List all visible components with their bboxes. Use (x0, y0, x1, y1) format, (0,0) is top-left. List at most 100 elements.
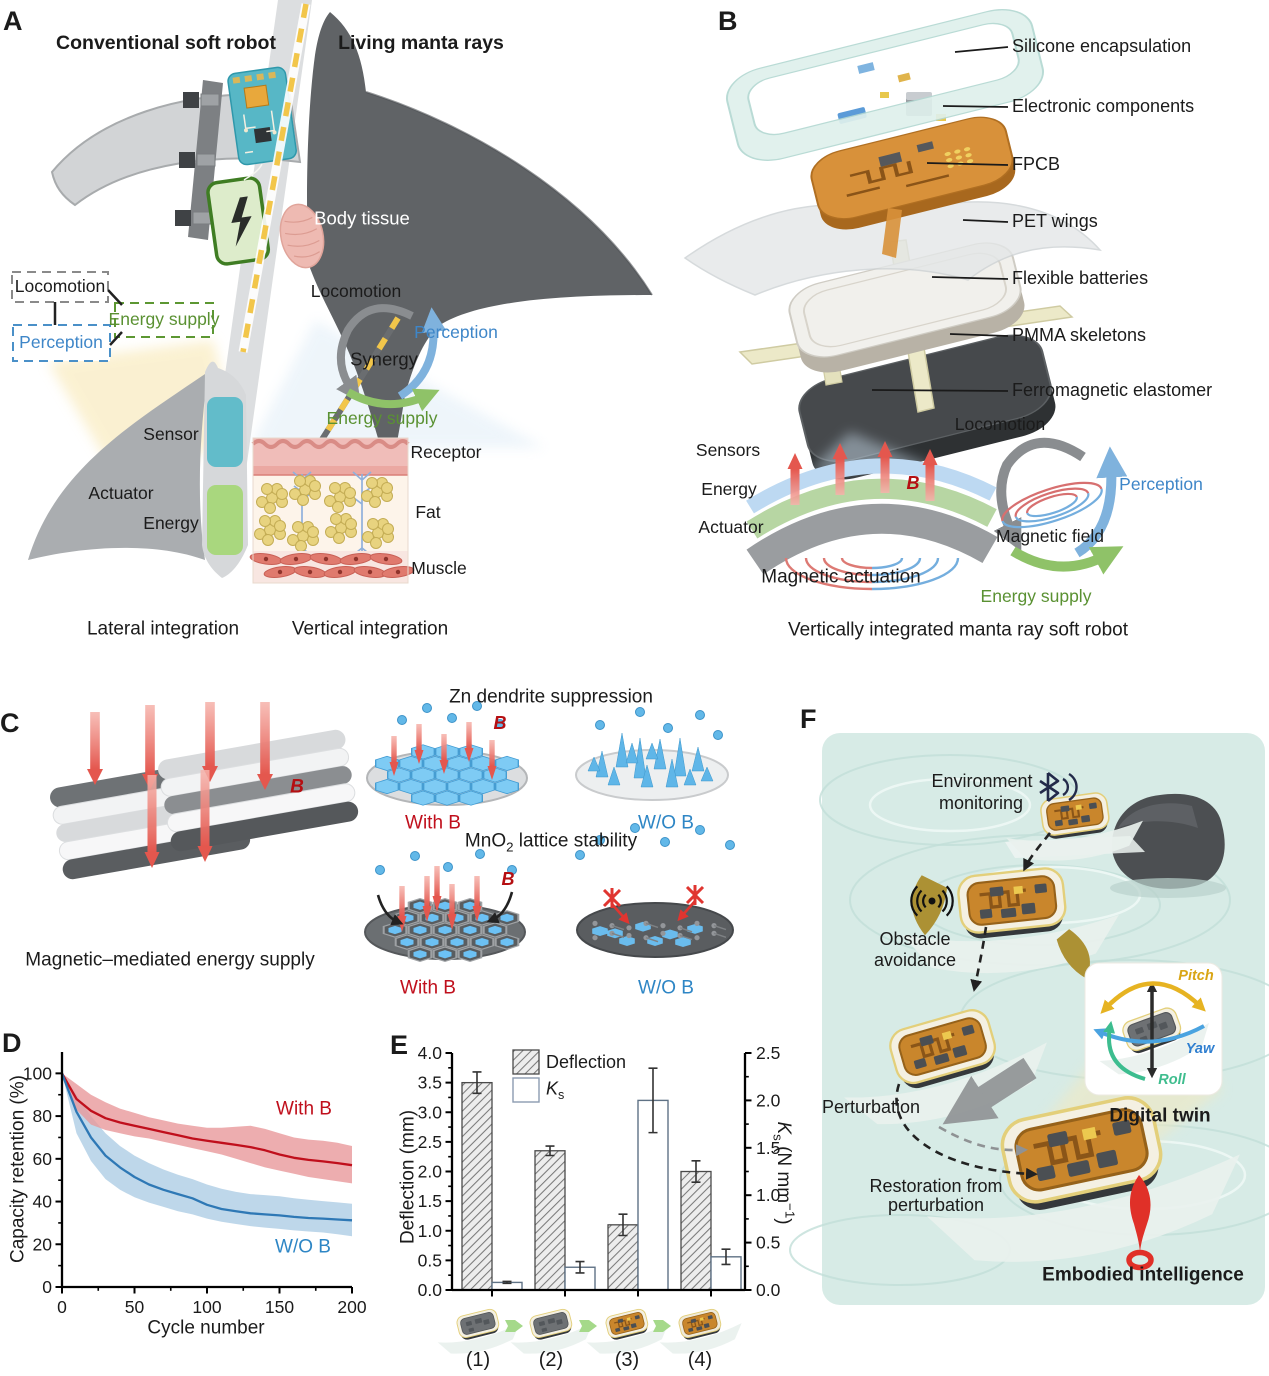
e-right-k: K (773, 1121, 795, 1135)
perception-box-label: Perception (19, 332, 103, 353)
roll-label: Roll (1158, 1071, 1186, 1088)
body-tissue-label: Body tissue (314, 207, 410, 229)
wo-b-label-zn: W/O B (638, 812, 694, 834)
panel-d-letter: D (2, 1028, 22, 1058)
embodied-intelligence-label: Embodied intelligence (1042, 1264, 1244, 1286)
restoration-line1: Restoration from (869, 1175, 1003, 1196)
pitch-label: Pitch (1178, 967, 1214, 984)
wo-b-label-mno2: W/O B (638, 977, 694, 999)
d-series-wo-b: W/O B (275, 1236, 331, 1258)
layer-label-pmma-skeletons: PMMA skeletons (1012, 325, 1147, 346)
panel-a-title-right: Living manta rays (338, 32, 504, 55)
stack-energy-label: Energy (701, 479, 757, 500)
magnetic-actuation-caption: Magnetic actuation (761, 566, 921, 588)
with-b-label-mno2: With B (400, 977, 456, 999)
panel-c-caption: Magnetic–mediated energy supply (25, 949, 315, 971)
e-right-post: ) (773, 1218, 795, 1225)
e-right-pre: (N mm (773, 1140, 795, 1204)
mno2-subscript: 2 (506, 839, 514, 855)
e-legend-deflection: Deflection (546, 1052, 627, 1073)
cycle-a-synergy: Synergy (350, 348, 418, 370)
e-right-ylabel: Ks (N mm−1) (769, 1121, 797, 1225)
stack-sensors-label: Sensors (695, 440, 761, 461)
yaw-label: Yaw (1185, 1040, 1215, 1057)
stack-actuator-label: Actuator (698, 517, 764, 538)
svg-text:0.5: 0.5 (418, 1250, 442, 1270)
layer-label-silicone: Silicone encapsulation (1012, 36, 1192, 57)
env-monitoring-line2: monitoring (938, 792, 1024, 813)
svg-text:1.0: 1.0 (756, 1185, 781, 1205)
e-legend-k-sub: s (558, 1087, 565, 1102)
perturbation-label: Perturbation (821, 1096, 921, 1117)
with-b-label-zn: With B (405, 812, 461, 834)
e-legend-ks: Ks (546, 1078, 565, 1102)
mno2-suffix: lattice stability (513, 830, 638, 852)
svg-text:1.0: 1.0 (418, 1221, 443, 1241)
layer-label-fpcb: FPCB (1012, 154, 1061, 175)
svg-text:4.0: 4.0 (418, 1043, 443, 1063)
e-left-ylabel: Deflection (mm) (397, 1109, 419, 1245)
svg-text:20: 20 (33, 1234, 53, 1254)
restoration-line2: perturbation (887, 1194, 985, 1215)
layer-label-flexible-batteries: Flexible batteries (1012, 268, 1149, 289)
digital-twin-label: Digital twin (1109, 1105, 1211, 1127)
layer-label-pet-wings: PET wings (1012, 211, 1098, 232)
d-series-with-b: With B (276, 1098, 332, 1120)
cycle-b-energy-supply: Energy supply (980, 586, 1092, 607)
e-cat-1: (1) (465, 1348, 491, 1371)
svg-text:0.5: 0.5 (756, 1233, 780, 1253)
mno2-title: MnO2 lattice stability (465, 831, 637, 856)
mno2-prefix: MnO (464, 830, 507, 852)
panel-c-illustration (50, 701, 735, 962)
svg-text:100: 100 (23, 1063, 52, 1083)
panel-f-letter: F (800, 704, 817, 734)
svg-text:2.0: 2.0 (418, 1162, 443, 1182)
energy-label: Energy (143, 513, 199, 534)
svg-text:50: 50 (125, 1297, 145, 1317)
panel-e-letter: E (390, 1030, 409, 1060)
fat-label: Fat (415, 502, 441, 523)
cycle-a-perception: Perception (414, 322, 498, 343)
svg-text:3.0: 3.0 (418, 1102, 443, 1122)
obstacle-line1: Obstacle (879, 928, 951, 949)
svg-text:3.5: 3.5 (418, 1073, 442, 1093)
e-cat-4: (4) (687, 1348, 713, 1371)
d-ylabel: Capacity retention (%) (7, 1075, 29, 1263)
cycle-b-locomotion: Locomotion (954, 414, 1046, 435)
svg-text:200: 200 (337, 1297, 366, 1317)
b-field-label-stack: B (906, 472, 920, 493)
locomotion-box-label: Locomotion (14, 276, 106, 297)
svg-text:2.0: 2.0 (756, 1090, 781, 1110)
cycle-b-perception: Perception (1119, 474, 1203, 495)
svg-text:150: 150 (265, 1297, 294, 1317)
layer-label-electronics: Electronic components (1012, 96, 1195, 117)
svg-text:100: 100 (192, 1297, 221, 1317)
d-xlabel: Cycle number (147, 1317, 265, 1339)
panel-a-title-left: Conventional soft robot (56, 32, 276, 55)
energy-supply-box-label: Energy supply (108, 309, 220, 330)
svg-text:80: 80 (33, 1106, 53, 1126)
b-field-label-mno2: B (501, 868, 515, 889)
cycle-b-magnetic-field: Magnetic field (996, 526, 1104, 547)
obstacle-line2: avoidance (873, 949, 957, 970)
svg-text:2.5: 2.5 (756, 1043, 780, 1063)
receptor-label: Receptor (410, 442, 482, 463)
panel-b-illustration (683, 9, 1128, 591)
caption-vertical-integration: Vertical integration (291, 618, 449, 640)
muscle-label: Muscle (411, 558, 467, 579)
cycle-a-energy-supply: Energy supply (326, 408, 438, 429)
b-field-label-zn: B (493, 712, 507, 733)
panel-a-illustration (11, 0, 653, 584)
zn-dendrite-title: Zn dendrite suppression (449, 686, 653, 708)
e-cat-2: (2) (538, 1348, 564, 1371)
svg-text:0: 0 (57, 1297, 67, 1317)
e-cat-3: (3) (614, 1348, 640, 1371)
cycle-a-locomotion: Locomotion (310, 281, 402, 302)
svg-text:60: 60 (33, 1149, 53, 1169)
panel-c-letter: C (0, 708, 20, 738)
svg-text:0.0: 0.0 (756, 1280, 781, 1300)
svg-text:2.5: 2.5 (418, 1132, 442, 1152)
panel-e-chart: 0.0 0.5 1.0 1.5 2.0 2.5 3.0 3.5 4.0 0.0 0.5 1.0 1.5 2… (418, 1043, 781, 1354)
layer-label-ferromagnetic: Ferromagnetic elastomer (1012, 380, 1213, 401)
